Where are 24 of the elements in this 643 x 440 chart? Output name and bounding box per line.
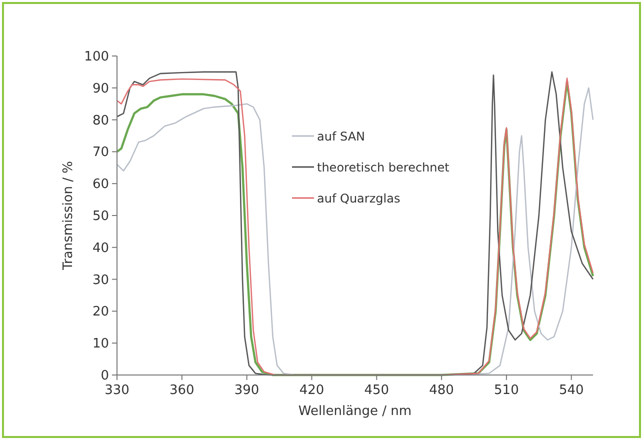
y-tick-label: 100 [84, 50, 109, 64]
y-tick-label: 10 [92, 336, 109, 352]
legend-label: auf Quarzglas [317, 192, 400, 206]
x-tick-label: 540 [558, 383, 584, 398]
x-tick-label: 480 [429, 383, 454, 398]
y-tick-label: 0 [100, 368, 109, 384]
y-tick-label: 30 [92, 272, 109, 288]
y-tick-label: 40 [92, 240, 109, 256]
x-tick-label: 450 [364, 383, 390, 398]
x-tick-label: 510 [494, 383, 519, 398]
x-axis-title: Wellenlänge / nm [298, 404, 412, 419]
x-tick-label: 420 [299, 383, 324, 398]
y-tick-label: 70 [92, 145, 109, 160]
legend-label: theoretisch berechnet [317, 160, 450, 174]
x-tick-label: 360 [169, 383, 194, 398]
y-tick-label: 50 [92, 209, 109, 224]
legend-label: auf SAN [317, 130, 366, 144]
y-tick-label: 90 [92, 81, 109, 96]
y-tick-label: 80 [92, 113, 109, 128]
y-tick-label: 60 [92, 177, 109, 192]
y-axis-title: Transmission / % [61, 161, 76, 271]
x-tick-label: 390 [234, 383, 260, 398]
x-tick-label: 330 [104, 383, 130, 398]
y-tick-label: 20 [92, 304, 109, 320]
